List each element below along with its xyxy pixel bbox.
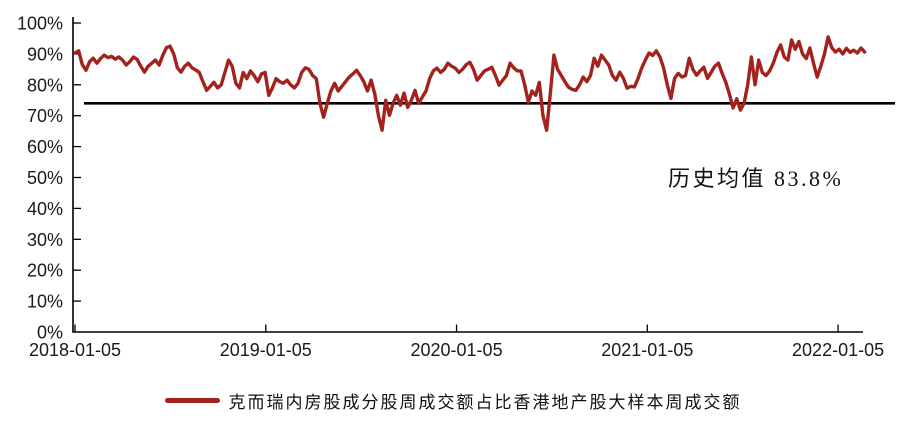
x-tick-label: 2020-01-05 [411,340,503,360]
mean-annotation: 历史均值 83.8% [668,166,843,191]
x-tick-label: 2022-01-05 [792,340,884,360]
x-axis-labels: 2018-01-05 2019-01-05 2020-01-05 2021-01-05… [29,340,884,360]
x-tick-label: 2019-01-05 [220,340,312,360]
y-tick-label: 90% [27,44,63,64]
x-tick-label: 2021-01-05 [601,340,693,360]
y-tick-label: 20% [27,261,63,281]
legend-label: 克而瑞内房股成分股周成交额占比香港地产股大样本周成交额 [228,393,742,412]
y-tick-label: 50% [27,168,63,188]
y-tick-label: 60% [27,137,63,157]
x-axis-ticks [74,324,839,332]
y-tick-label: 10% [27,292,63,312]
axes [72,17,863,333]
chart-legend: 克而瑞内房股成分股周成交额占比香港地产股大样本周成交额 [0,388,906,413]
series-line [73,35,867,132]
y-tick-label: 0% [37,323,63,343]
y-axis-labels: 0% 10% 20% 30% 40% 50% 60% 70% 80% 90% 100% [17,14,63,343]
y-tick-label: 80% [27,75,63,95]
y-axis-ticks [73,22,81,302]
y-tick-label: 100% [17,14,63,34]
y-tick-label: 40% [27,199,63,219]
y-tick-label: 70% [27,106,63,126]
y-tick-label: 30% [27,230,63,250]
x-tick-label: 2018-01-05 [29,340,121,360]
legend-line-swatch [164,398,220,403]
